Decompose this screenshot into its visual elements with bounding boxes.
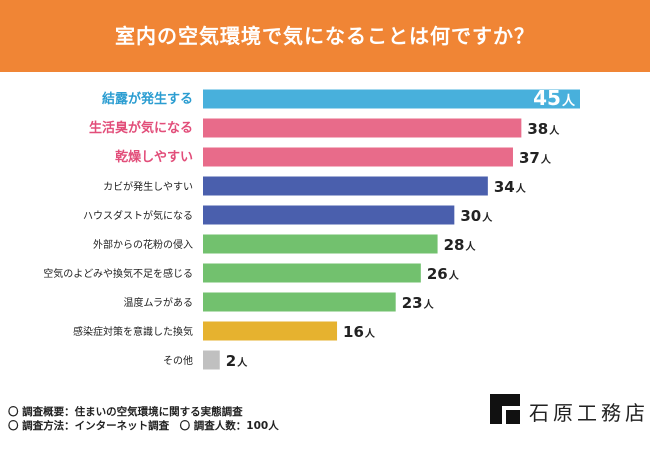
value-label: 37人	[519, 149, 552, 167]
category-label: 結露が発生する	[102, 91, 193, 107]
category-label: 温度ムラがある	[124, 296, 194, 309]
bar-row: 生活臭が気になる 38人	[89, 118, 560, 138]
value-label: 23人	[402, 294, 435, 312]
bar	[203, 292, 396, 312]
bar-row: カビが発生しやすい 34人	[103, 176, 527, 196]
category-label: 外部からの花粉の侵入	[93, 238, 193, 251]
category-label: カビが発生しやすい	[103, 180, 193, 193]
bar-row: 乾燥しやすい 37人	[115, 147, 552, 167]
value-label: 45人	[533, 86, 576, 110]
title-banner: 室内の空気環境で気になることは何ですか？	[0, 0, 650, 72]
value-label: 26人	[427, 265, 460, 283]
value-label: 34人	[494, 178, 527, 196]
value-label: 30人	[460, 207, 493, 225]
survey-summary: 〇 調査概要：住まいの空気環境に関する実態調査	[8, 406, 243, 418]
bar	[203, 176, 488, 196]
bar	[203, 321, 338, 341]
category-label: ハウスダストが気になる	[83, 209, 193, 222]
bar	[203, 350, 220, 370]
category-label: 感染症対策を意識した換気	[73, 325, 193, 338]
category-label: その他	[163, 354, 193, 367]
bar-row: 空気のよどみや換気不足を感じる 26人	[43, 263, 460, 283]
bar	[203, 205, 455, 225]
bar-row: 感染症対策を意識した換気 16人	[73, 321, 376, 341]
bar-row: その他 2人	[163, 350, 248, 370]
bar	[203, 89, 580, 109]
value-label: 2人	[226, 352, 248, 370]
value-label: 16人	[343, 323, 376, 341]
bar	[203, 147, 513, 167]
square-corner-logo-icon	[490, 394, 520, 424]
bar-row: ハウスダストが気になる 30人	[83, 205, 493, 225]
bar	[203, 263, 421, 283]
category-label: 生活臭が気になる	[89, 120, 193, 136]
bar	[203, 234, 438, 254]
bar-row: 結露が発生する 45人	[102, 86, 580, 110]
bar-row: 外部からの花粉の侵入 28人	[93, 234, 477, 254]
category-label: 空気のよどみや換気不足を感じる	[43, 267, 193, 280]
value-label: 38人	[527, 120, 560, 138]
survey-method: 〇 調査方法：インターネット調査 〇 調査人数：100人	[8, 420, 279, 432]
chart-title: 室内の空気環境で気になることは何ですか？	[115, 24, 535, 48]
company-name: 石原工務店	[529, 401, 649, 425]
category-label: 乾燥しやすい	[115, 149, 193, 165]
value-label: 28人	[444, 236, 477, 254]
bar	[203, 118, 522, 138]
bar-row: 温度ムラがある 23人	[124, 292, 435, 312]
